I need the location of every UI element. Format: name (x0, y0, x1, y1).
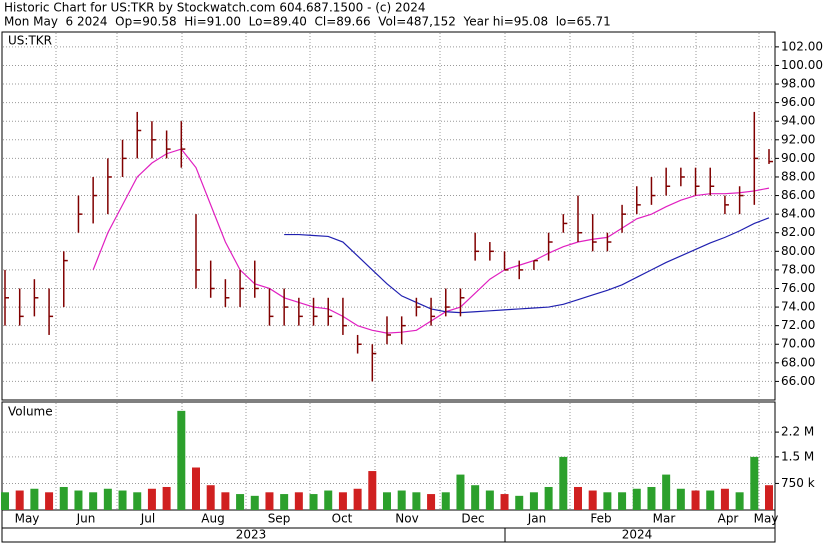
volume-bar (485, 490, 494, 510)
volume-bar (427, 494, 436, 510)
volume-bar (720, 488, 729, 510)
volume-bar (397, 490, 406, 510)
y-tick-label: 1.5 M (781, 449, 814, 463)
volume-bar (632, 488, 641, 510)
y-tick-label: 100.00 (781, 58, 823, 72)
volume-bar (338, 492, 347, 510)
x-tick-label: Jan (527, 512, 547, 526)
volume-bar (15, 490, 24, 510)
y-tick-label: 88.00 (781, 169, 815, 183)
volume-bar (192, 467, 200, 510)
x-tick-label: Sep (268, 512, 291, 526)
x-tick-label: Oct (332, 512, 353, 526)
y-tick-label: 98.00 (781, 77, 815, 91)
volume-bar (177, 410, 186, 510)
y-tick-label: 86.00 (781, 188, 815, 202)
volume-bar (221, 492, 230, 510)
x-tick-label: Apr (718, 512, 739, 526)
volume-bar (89, 492, 98, 510)
volume-bar (574, 486, 582, 510)
volume-bar (1, 492, 9, 510)
moving-average (284, 217, 770, 314)
y-tick-label: 76.00 (781, 281, 815, 295)
y-tick-label: 96.00 (781, 95, 815, 109)
x-tick-label: Dec (461, 512, 484, 526)
volume-bar (59, 486, 68, 510)
price-panel-label: US:TKR (8, 34, 52, 48)
x-tick-label: Feb (590, 512, 611, 526)
volume-bar (324, 490, 333, 510)
volume-bar (133, 492, 142, 510)
volume-bar (45, 492, 54, 510)
y-tick-label: 92.00 (781, 132, 815, 146)
header-title: Historic Chart for US:TKR by Stockwatch.… (4, 1, 426, 15)
y-tick-label: 94.00 (781, 114, 815, 128)
y-tick-label: 2.2 M (781, 425, 814, 439)
volume-bar (691, 490, 700, 510)
year-row (1, 527, 776, 543)
y-tick-label: 84.00 (781, 207, 815, 221)
volume-bar (30, 488, 39, 510)
volume-bar (735, 492, 744, 510)
y-tick-label: 102.00 (781, 39, 823, 53)
volume-bar (441, 492, 450, 510)
volume-bar (236, 494, 245, 510)
volume-bar (500, 494, 509, 510)
volume-bar (383, 492, 391, 510)
year-label: 2023 (236, 528, 267, 542)
x-tick-label: Jun (76, 512, 96, 526)
y-tick-label: 66.00 (781, 374, 815, 388)
volume-bar (618, 492, 627, 510)
volume-bar (676, 488, 685, 510)
y-tick-label: 72.00 (781, 318, 815, 332)
volume-bar (412, 492, 421, 510)
volume-bar (353, 488, 362, 510)
price-panel (1, 31, 776, 401)
volume-panel-label: Volume (8, 405, 53, 419)
y-tick-label: 80.00 (781, 244, 815, 258)
volume-bar (471, 485, 480, 510)
header-quote: Mon May 6 2024 Op=90.58 Hi=91.00 Lo=89.4… (4, 15, 611, 29)
y-tick-label: 68.00 (781, 355, 815, 369)
volume-bar (529, 492, 538, 510)
volume-bar (544, 486, 553, 510)
y-tick-label: 78.00 (781, 262, 815, 276)
volume-bar (309, 494, 318, 510)
volume-bar (265, 492, 274, 510)
volume-bar (368, 471, 377, 510)
x-tick-label: Mar (653, 512, 676, 526)
volume-bar (456, 474, 465, 510)
volume-bar (280, 494, 289, 510)
y-tick-label: 74.00 (781, 300, 815, 314)
volume-bar (294, 492, 303, 510)
x-tick-label: May (15, 512, 40, 526)
x-tick-label: Aug (201, 512, 224, 526)
volume-bar (515, 495, 524, 510)
volume-bar (662, 474, 671, 510)
y-tick-label: 90.00 (781, 151, 815, 165)
volume-bar (74, 490, 83, 510)
volume-bar (750, 456, 759, 510)
volume-bar (588, 490, 597, 510)
volume-bar (162, 486, 171, 510)
y-tick-label: 82.00 (781, 225, 815, 239)
volume-bar (206, 485, 215, 510)
y-tick-label: 750 k (781, 476, 815, 490)
volume-bar (706, 490, 715, 510)
volume-bar (118, 490, 127, 510)
volume-bar (147, 488, 156, 510)
volume-bar (765, 485, 773, 510)
volume-bar (250, 495, 259, 510)
volume-bar (603, 492, 612, 510)
x-tick-label: Jul (140, 512, 155, 526)
x-tick-label: Nov (395, 512, 418, 526)
volume-bar (103, 488, 112, 510)
volume-bar (647, 486, 656, 510)
volume-bar (559, 456, 568, 510)
y-tick-label: 70.00 (781, 337, 815, 351)
x-tick-label: May (754, 512, 779, 526)
year-label: 2024 (622, 528, 653, 542)
